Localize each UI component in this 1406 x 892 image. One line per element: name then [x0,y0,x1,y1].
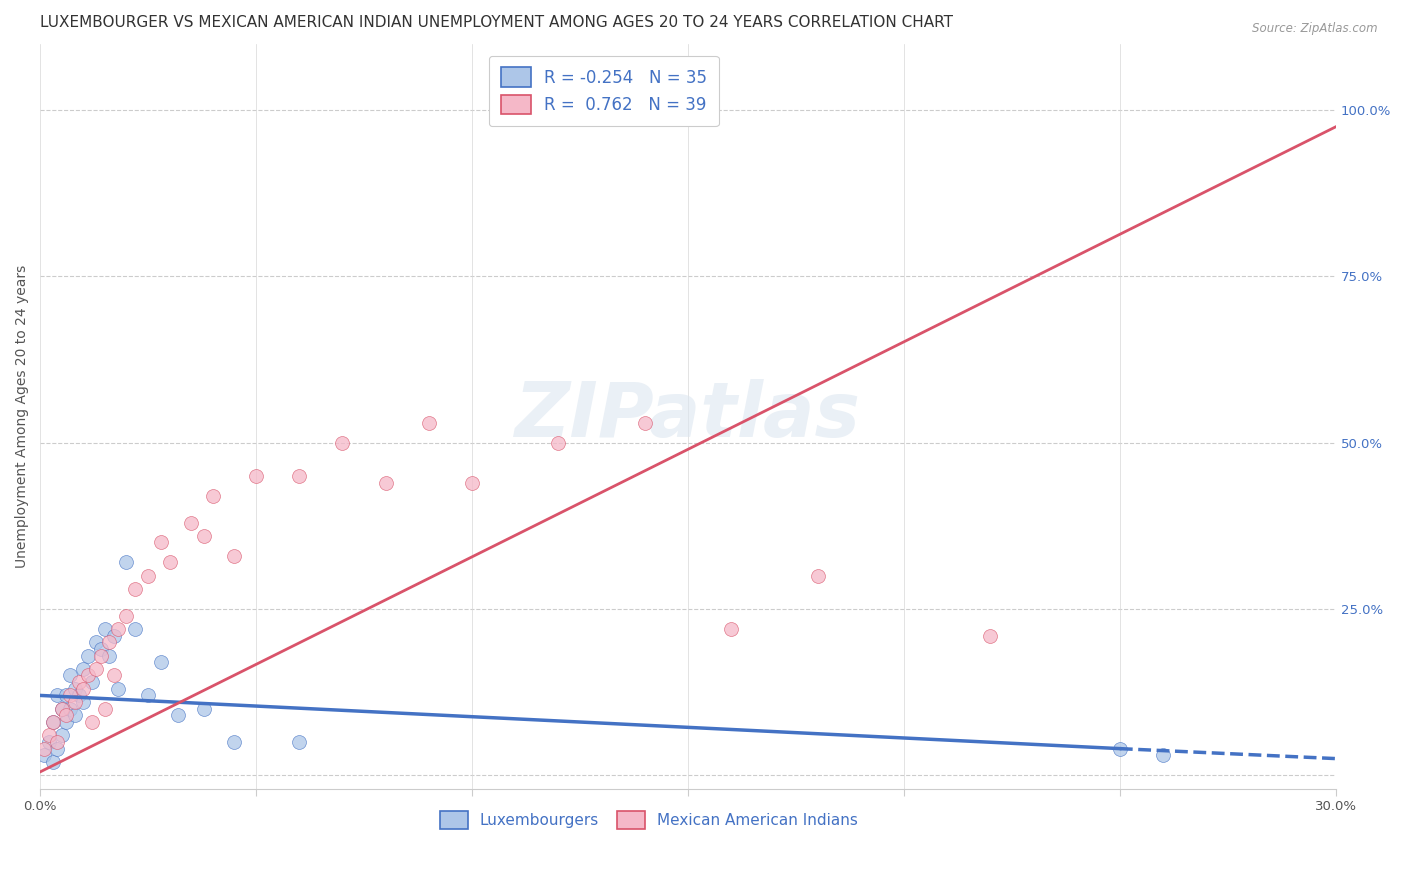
Point [107,681,129,696]
Point [72,695,94,709]
Point [201,489,224,503]
Point [67,675,90,690]
Point [59,689,82,703]
Point [461,475,484,490]
Point [42,755,65,769]
Point [115,608,138,623]
Point [115,556,138,570]
Point [103,629,125,643]
Point [136,689,159,703]
Point [224,549,246,563]
Point [136,568,159,582]
Point [72,662,94,676]
Point [193,529,215,543]
Point [979,629,1001,643]
Point [288,735,311,749]
Point [46,741,69,756]
Point [80,675,103,690]
Point [90,648,112,663]
Point [34,741,56,756]
Point [150,535,173,549]
Point [1108,741,1130,756]
Legend: Luxembourgers, Mexican American Indians: Luxembourgers, Mexican American Indians [433,804,866,837]
Text: ZIPatlas: ZIPatlas [515,379,860,453]
Point [38,728,60,742]
Point [98,648,121,663]
Point [288,469,311,483]
Point [806,568,828,582]
Point [159,556,181,570]
Point [124,582,146,596]
Point [42,714,65,729]
Point [51,728,73,742]
Point [59,668,82,682]
Point [1152,748,1174,763]
Point [63,695,86,709]
Point [38,735,60,749]
Point [51,702,73,716]
Point [59,702,82,716]
Point [51,702,73,716]
Point [167,708,190,723]
Point [34,748,56,763]
Point [245,469,267,483]
Point [150,655,173,669]
Point [55,714,77,729]
Point [84,635,107,649]
Point [46,735,69,749]
Point [107,622,129,636]
Point [193,702,215,716]
Text: LUXEMBOURGER VS MEXICAN AMERICAN INDIAN UNEMPLOYMENT AMONG AGES 20 TO 24 YEARS C: LUXEMBOURGER VS MEXICAN AMERICAN INDIAN … [41,15,953,30]
Point [90,641,112,656]
Point [332,435,354,450]
Point [42,714,65,729]
Point [720,622,742,636]
Point [67,689,90,703]
Point [80,714,103,729]
Point [94,702,117,716]
Point [94,622,117,636]
Point [72,681,94,696]
Point [76,648,98,663]
Point [224,735,246,749]
Point [55,708,77,723]
Point [84,662,107,676]
Point [55,689,77,703]
Point [63,708,86,723]
Point [46,689,69,703]
Point [98,635,121,649]
Point [76,668,98,682]
Point [63,681,86,696]
Y-axis label: Unemployment Among Ages 20 to 24 years: Unemployment Among Ages 20 to 24 years [15,264,30,567]
Point [374,475,396,490]
Point [547,435,569,450]
Text: Source: ZipAtlas.com: Source: ZipAtlas.com [1253,22,1378,36]
Point [103,668,125,682]
Point [634,416,657,430]
Point [180,516,202,530]
Point [418,416,440,430]
Point [124,622,146,636]
